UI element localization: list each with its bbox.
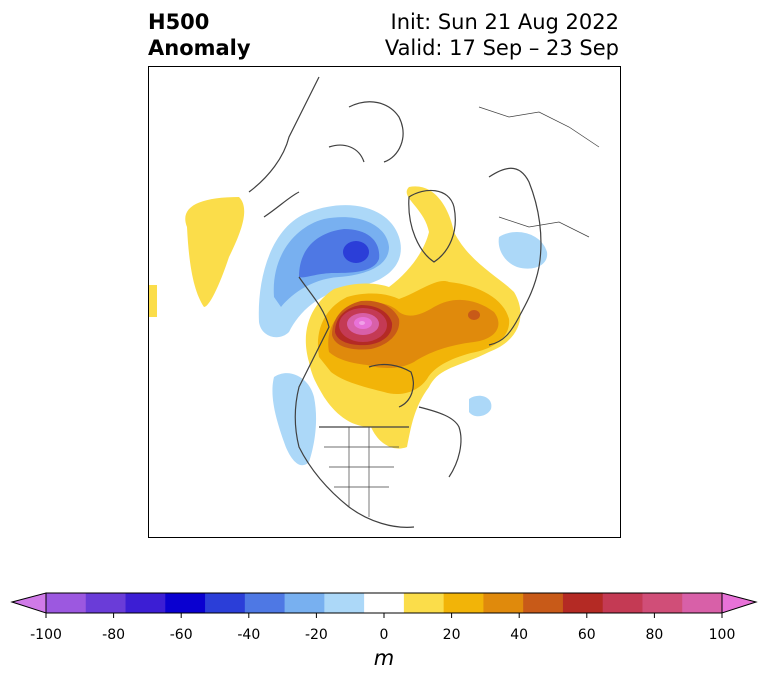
negative-anomaly-arctic-30	[299, 229, 380, 278]
positive-anomaly-secondary-core	[468, 310, 480, 320]
positive-anomaly-edge	[149, 285, 157, 317]
anomaly-shading	[149, 186, 548, 466]
colorbar-segment	[165, 593, 206, 613]
colorbar-segment	[46, 593, 87, 613]
date-info: Init: Sun 21 Aug 2022 Valid: 17 Sep – 23…	[385, 9, 619, 61]
anomaly-map[interactable]	[148, 66, 621, 538]
colorbar-segment	[483, 593, 524, 613]
colorbar-segment	[443, 593, 484, 613]
colorbar-tick-label: 20	[442, 627, 461, 643]
colorbar-extend-high	[722, 593, 756, 613]
valid-range: Valid: 17 Sep – 23 Sep	[384, 36, 619, 60]
colorbar-tick-label: -80	[102, 627, 126, 643]
colorbar-segment	[125, 593, 166, 613]
colorbar-segment	[523, 593, 564, 613]
colorbar-tick-label: -60	[169, 627, 193, 643]
colorbar-segments	[46, 593, 723, 613]
colorbar-segment	[244, 593, 286, 613]
colorbar-tick-label: 80	[645, 627, 664, 643]
colorbar-segment	[562, 593, 604, 613]
colorbar-tick-label: -20	[304, 627, 328, 643]
coastline-atlantic	[418, 406, 462, 478]
negative-anomaly-westcoast	[272, 373, 317, 466]
map-lines	[248, 76, 600, 528]
colorbar-segment	[284, 593, 325, 613]
coastline-north-america	[294, 276, 415, 528]
colorbar-tick-label: -40	[237, 627, 261, 643]
colorbar-tick-label: 60	[577, 627, 596, 643]
colorbar-unit: m	[373, 646, 395, 670]
colorbar	[10, 592, 758, 618]
negative-anomaly-east	[498, 232, 548, 269]
colorbar-tick-label: -100	[30, 627, 62, 643]
colorbar-extend-low	[12, 593, 46, 613]
colorbar-segment	[602, 593, 643, 613]
eurasia-borders	[478, 106, 600, 238]
map-canvas	[149, 76, 600, 528]
colorbar-tick-label: 40	[510, 627, 529, 643]
colorbar-segment	[205, 593, 246, 613]
positive-anomaly-core	[359, 321, 365, 325]
positive-anomaly-pacific	[185, 197, 245, 307]
title-line-2: Anomaly	[148, 36, 251, 60]
coastline-greenland	[408, 189, 456, 263]
coastline-hudson	[368, 363, 414, 408]
negative-anomaly-atlantic	[469, 395, 492, 417]
colorbar-tick-label: 100	[708, 627, 736, 643]
colorbar-segment	[403, 593, 445, 613]
state-borders	[324, 427, 399, 517]
coastline-asia	[248, 76, 320, 218]
colorbar-segment	[324, 593, 365, 613]
colorbar-segment	[642, 593, 683, 613]
arctic-coastlines	[328, 101, 404, 163]
colorbar-tick-label: 0	[379, 627, 389, 643]
chart-title: H500 Anomaly	[148, 9, 251, 61]
colorbar-segment	[85, 593, 127, 613]
coastline-europe	[488, 167, 542, 346]
title-line-1: H500	[148, 10, 210, 34]
init-date: Init: Sun 21 Aug 2022	[390, 10, 619, 34]
colorbar-segment	[682, 593, 723, 613]
negative-anomaly-arctic-core	[343, 241, 369, 263]
colorbar-segment	[364, 593, 405, 613]
